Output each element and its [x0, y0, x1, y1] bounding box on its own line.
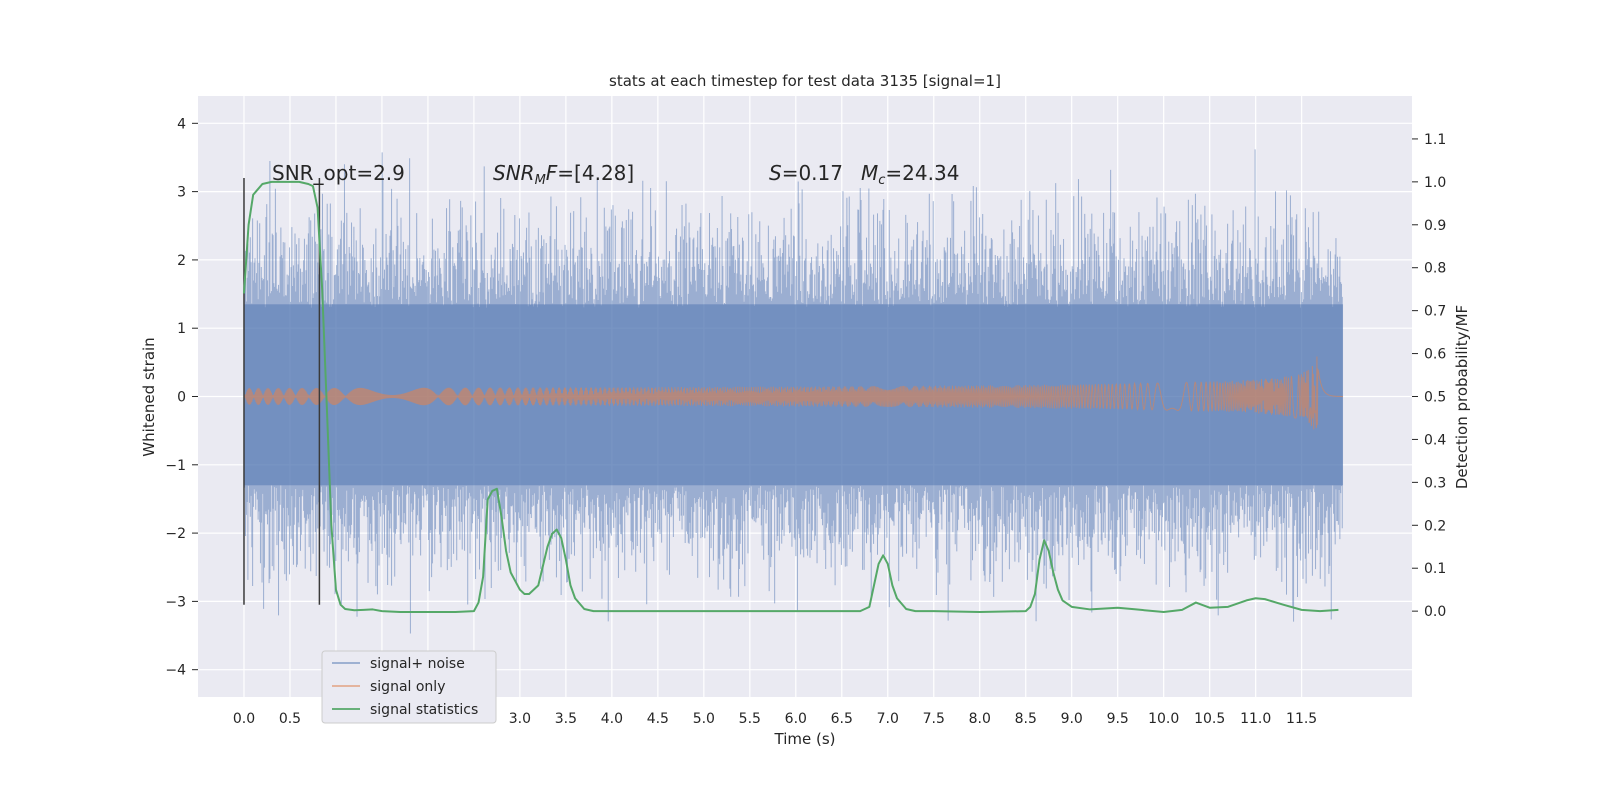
legend-label-signal-noise: signal+ noise — [370, 656, 465, 672]
y2-tick-label: 0.7 — [1424, 304, 1446, 320]
x-tick-label: 8.0 — [969, 711, 991, 727]
chart-title: stats at each timestep for test data 313… — [609, 72, 1001, 90]
y-tick-label: 0 — [177, 390, 186, 406]
x-tick-label: 10.5 — [1194, 711, 1225, 727]
annotation-mc: Mc=24.34 — [861, 161, 959, 188]
y2-axis-label: Detection probability/MF — [1453, 305, 1471, 489]
x-tick-label: 10.0 — [1148, 711, 1179, 727]
y-tick-label: −4 — [165, 663, 186, 679]
y-tick-label: −3 — [165, 594, 186, 610]
x-tick-label: 0.0 — [233, 711, 255, 727]
x-tick-label: 5.5 — [739, 711, 761, 727]
x-tick-label: 9.0 — [1061, 711, 1083, 727]
signal-only-series — [243, 356, 1344, 430]
signal-statistics-line — [242, 180, 1339, 613]
y-tick-label: 3 — [177, 185, 186, 201]
y2-tick-label: 0.8 — [1424, 261, 1446, 277]
y2-tick-label: 0.0 — [1424, 604, 1446, 620]
x-tick-label: 0.5 — [279, 711, 301, 727]
y2-tick-label: 0.9 — [1424, 218, 1446, 234]
x-tick-label: 4.5 — [647, 711, 669, 727]
y2-tick-label: 0.2 — [1424, 518, 1446, 534]
y-tick-label: 1 — [177, 321, 186, 337]
legend-label-signal-statistics: signal statistics — [370, 702, 478, 718]
x-axis-label: Time (s) — [774, 730, 836, 748]
x-tick-label: 6.0 — [785, 711, 807, 727]
x-tick-label: 9.5 — [1107, 711, 1129, 727]
legend-label-signal-only: signal only — [370, 679, 445, 695]
y2-tick-label: 0.1 — [1424, 561, 1446, 577]
annotation-s: S=0.17 — [769, 161, 843, 185]
y2-axis-ticks: 1.1 1.0 0.9 0.8 0.7 0.6 0.5 0.4 0.3 0.2 0.1 0.0 — [1412, 132, 1446, 620]
signal-statistics-series — [242, 180, 1339, 613]
x-tick-label: 7.5 — [923, 711, 945, 727]
x-tick-label: 5.0 — [693, 711, 715, 727]
x-tick-label: 11.5 — [1286, 711, 1317, 727]
x-tick-label: 3.0 — [509, 711, 531, 727]
x-tick-label: 8.5 — [1015, 711, 1037, 727]
x-tick-label: 11.0 — [1240, 711, 1271, 727]
y-tick-label: 2 — [177, 253, 186, 269]
y-axis-ticks: 4 3 2 1 0 −1 −2 −3 −4 — [165, 116, 198, 679]
x-tick-label: 3.5 — [555, 711, 577, 727]
annotation-snr-opt: SNR_opt=2.9 — [272, 161, 405, 185]
x-tick-label: 6.5 — [831, 711, 853, 727]
annotation-snr-mf: SNRMF=[4.28] — [493, 161, 634, 188]
legend-box — [321, 650, 497, 724]
legend: signal+ noise signal only signal statist… — [321, 650, 497, 724]
y2-tick-label: 0.5 — [1424, 390, 1446, 406]
y2-tick-label: 0.4 — [1424, 432, 1446, 448]
y2-tick-label: 0.3 — [1424, 475, 1446, 491]
y-tick-label: −1 — [165, 458, 186, 474]
y-tick-label: 4 — [177, 116, 186, 132]
y2-tick-label: 1.1 — [1424, 132, 1446, 148]
x-tick-label: 7.0 — [877, 711, 899, 727]
y-tick-label: −2 — [165, 526, 186, 542]
x-tick-label: 4.0 — [601, 711, 623, 727]
signal-only-line — [243, 356, 1344, 430]
y2-tick-label: 1.0 — [1424, 175, 1446, 191]
y-axis-label: Whitened strain — [140, 337, 158, 456]
y2-tick-label: 0.6 — [1424, 347, 1446, 363]
